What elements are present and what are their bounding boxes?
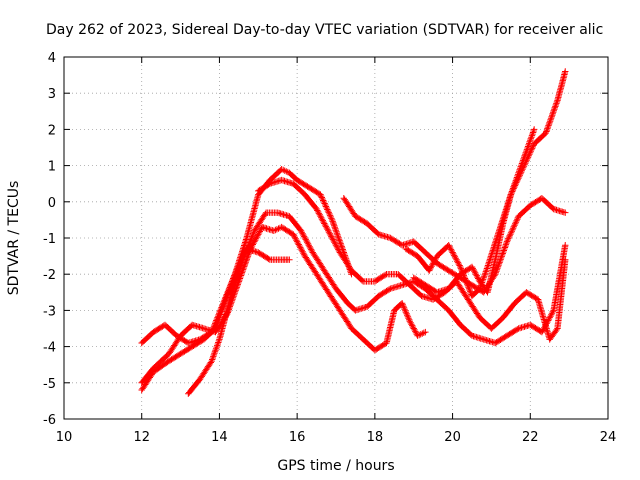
series-markers [402,68,569,300]
series-markers [138,223,429,386]
y-tick-label: -3 [43,304,56,319]
x-tick-label: 18 [367,430,384,445]
x-tick-label: 24 [600,430,617,445]
series-markers [185,209,569,397]
series-markers [340,195,569,296]
y-tick-label: -1 [43,232,56,247]
y-tick-label: 0 [48,196,56,211]
x-tick-label: 22 [522,430,539,445]
y-tick-label: 1 [48,160,56,175]
y-tick-label: -5 [43,377,56,392]
x-tick-label: 14 [211,430,228,445]
x-axis-label: GPS time / hours [277,458,394,474]
chart-title: Day 262 of 2023, Sidereal Day-to-day VTE… [46,22,603,38]
x-tick-label: 12 [133,430,150,445]
plot-frame [63,56,609,420]
data-series [410,126,538,296]
y-tick-label: 2 [48,123,56,138]
y-tick-label: -4 [43,341,56,356]
series-markers [255,176,569,343]
y-tick-label: -6 [43,413,56,428]
data-series [185,209,569,397]
data-series [402,68,569,300]
data-series [340,195,569,296]
series-markers [410,126,538,296]
y-tick-label: 3 [48,87,56,102]
data-series [138,223,429,386]
data-series [255,176,569,343]
y-axis-label: SDTVAR / TECUs [6,181,22,296]
y-tick-label: -2 [43,268,56,283]
x-tick-label: 10 [56,430,73,445]
data-points [138,68,569,397]
x-tick-label: 16 [289,430,306,445]
y-tick-label: 4 [48,51,56,66]
x-tick-label: 20 [444,430,461,445]
